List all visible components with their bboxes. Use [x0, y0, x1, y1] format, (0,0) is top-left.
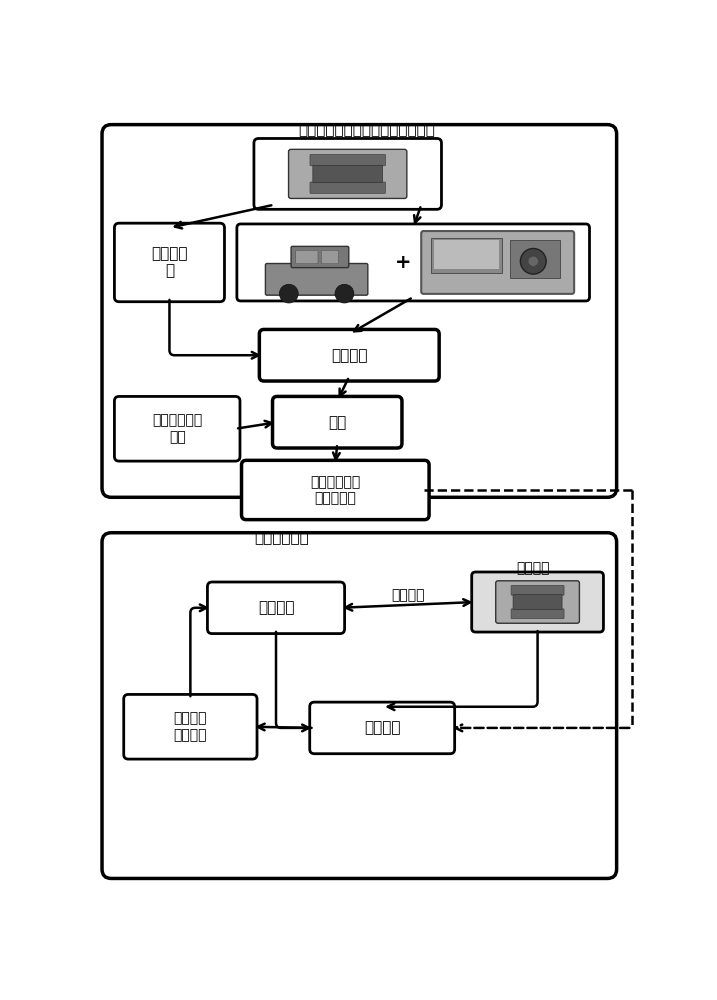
Bar [510, 240, 560, 278]
Text: 车辆数据: 车辆数据 [331, 348, 368, 363]
FancyBboxPatch shape [511, 585, 564, 595]
Text: 神经网络模型
设计: 神经网络模型 设计 [152, 414, 202, 444]
Circle shape [280, 284, 298, 303]
Circle shape [528, 256, 538, 266]
Bar [434, 240, 499, 269]
Circle shape [335, 284, 354, 303]
FancyBboxPatch shape [207, 582, 345, 634]
FancyBboxPatch shape [313, 165, 383, 182]
Text: 训练: 训练 [328, 415, 346, 430]
FancyBboxPatch shape [102, 125, 617, 497]
FancyBboxPatch shape [513, 595, 562, 609]
Text: 神经网络车辆
动力学模型: 神经网络车辆 动力学模型 [310, 475, 361, 505]
Text: 模型的训练设计和仿真数据的获取: 模型的训练设计和仿真数据的获取 [299, 122, 435, 137]
Text: 预测模型: 预测模型 [364, 720, 400, 735]
Bar [431, 238, 502, 273]
FancyBboxPatch shape [124, 694, 257, 759]
FancyBboxPatch shape [310, 182, 386, 193]
FancyBboxPatch shape [291, 246, 348, 268]
FancyBboxPatch shape [254, 138, 442, 209]
Text: 前轮转角: 前轮转角 [391, 588, 424, 602]
FancyBboxPatch shape [242, 460, 429, 520]
FancyBboxPatch shape [102, 533, 617, 878]
Text: 最优求解: 最优求解 [258, 600, 294, 615]
Text: 控制算法设计: 控制算法设计 [255, 530, 309, 545]
FancyBboxPatch shape [265, 264, 368, 295]
FancyBboxPatch shape [511, 609, 564, 619]
Text: 被控车辆: 被控车辆 [516, 561, 550, 575]
FancyBboxPatch shape [115, 223, 224, 302]
Text: 人类驾驶
员: 人类驾驶 员 [151, 246, 188, 279]
Text: +: + [394, 253, 411, 272]
Text: 目标函数
约束条件: 目标函数 约束条件 [174, 712, 207, 742]
FancyBboxPatch shape [495, 581, 579, 623]
Circle shape [521, 248, 546, 274]
FancyBboxPatch shape [260, 329, 439, 381]
FancyBboxPatch shape [272, 396, 402, 448]
FancyBboxPatch shape [115, 396, 240, 461]
FancyBboxPatch shape [310, 702, 455, 754]
FancyBboxPatch shape [472, 572, 604, 632]
FancyBboxPatch shape [421, 231, 574, 294]
FancyBboxPatch shape [237, 224, 589, 301]
FancyBboxPatch shape [295, 250, 318, 264]
FancyBboxPatch shape [310, 154, 386, 166]
FancyBboxPatch shape [321, 250, 338, 264]
FancyBboxPatch shape [288, 149, 407, 198]
